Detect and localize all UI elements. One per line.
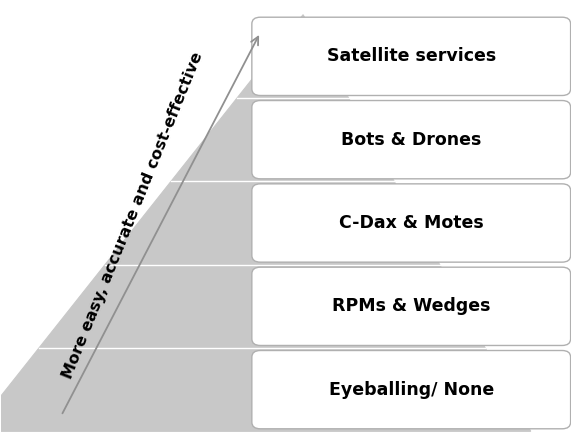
Text: Satellite services: Satellite services (327, 47, 496, 66)
Text: Eyeballing/ None: Eyeballing/ None (328, 380, 494, 399)
FancyBboxPatch shape (252, 17, 571, 95)
Text: More easy, accurate and cost-effective: More easy, accurate and cost-effective (61, 50, 206, 381)
FancyBboxPatch shape (252, 184, 571, 262)
FancyBboxPatch shape (252, 351, 571, 429)
Text: RPMs & Wedges: RPMs & Wedges (332, 297, 490, 315)
FancyBboxPatch shape (252, 267, 571, 346)
Text: C-Dax & Motes: C-Dax & Motes (339, 214, 483, 232)
Polygon shape (0, 15, 531, 431)
FancyBboxPatch shape (252, 100, 571, 179)
Text: Bots & Drones: Bots & Drones (341, 131, 482, 149)
